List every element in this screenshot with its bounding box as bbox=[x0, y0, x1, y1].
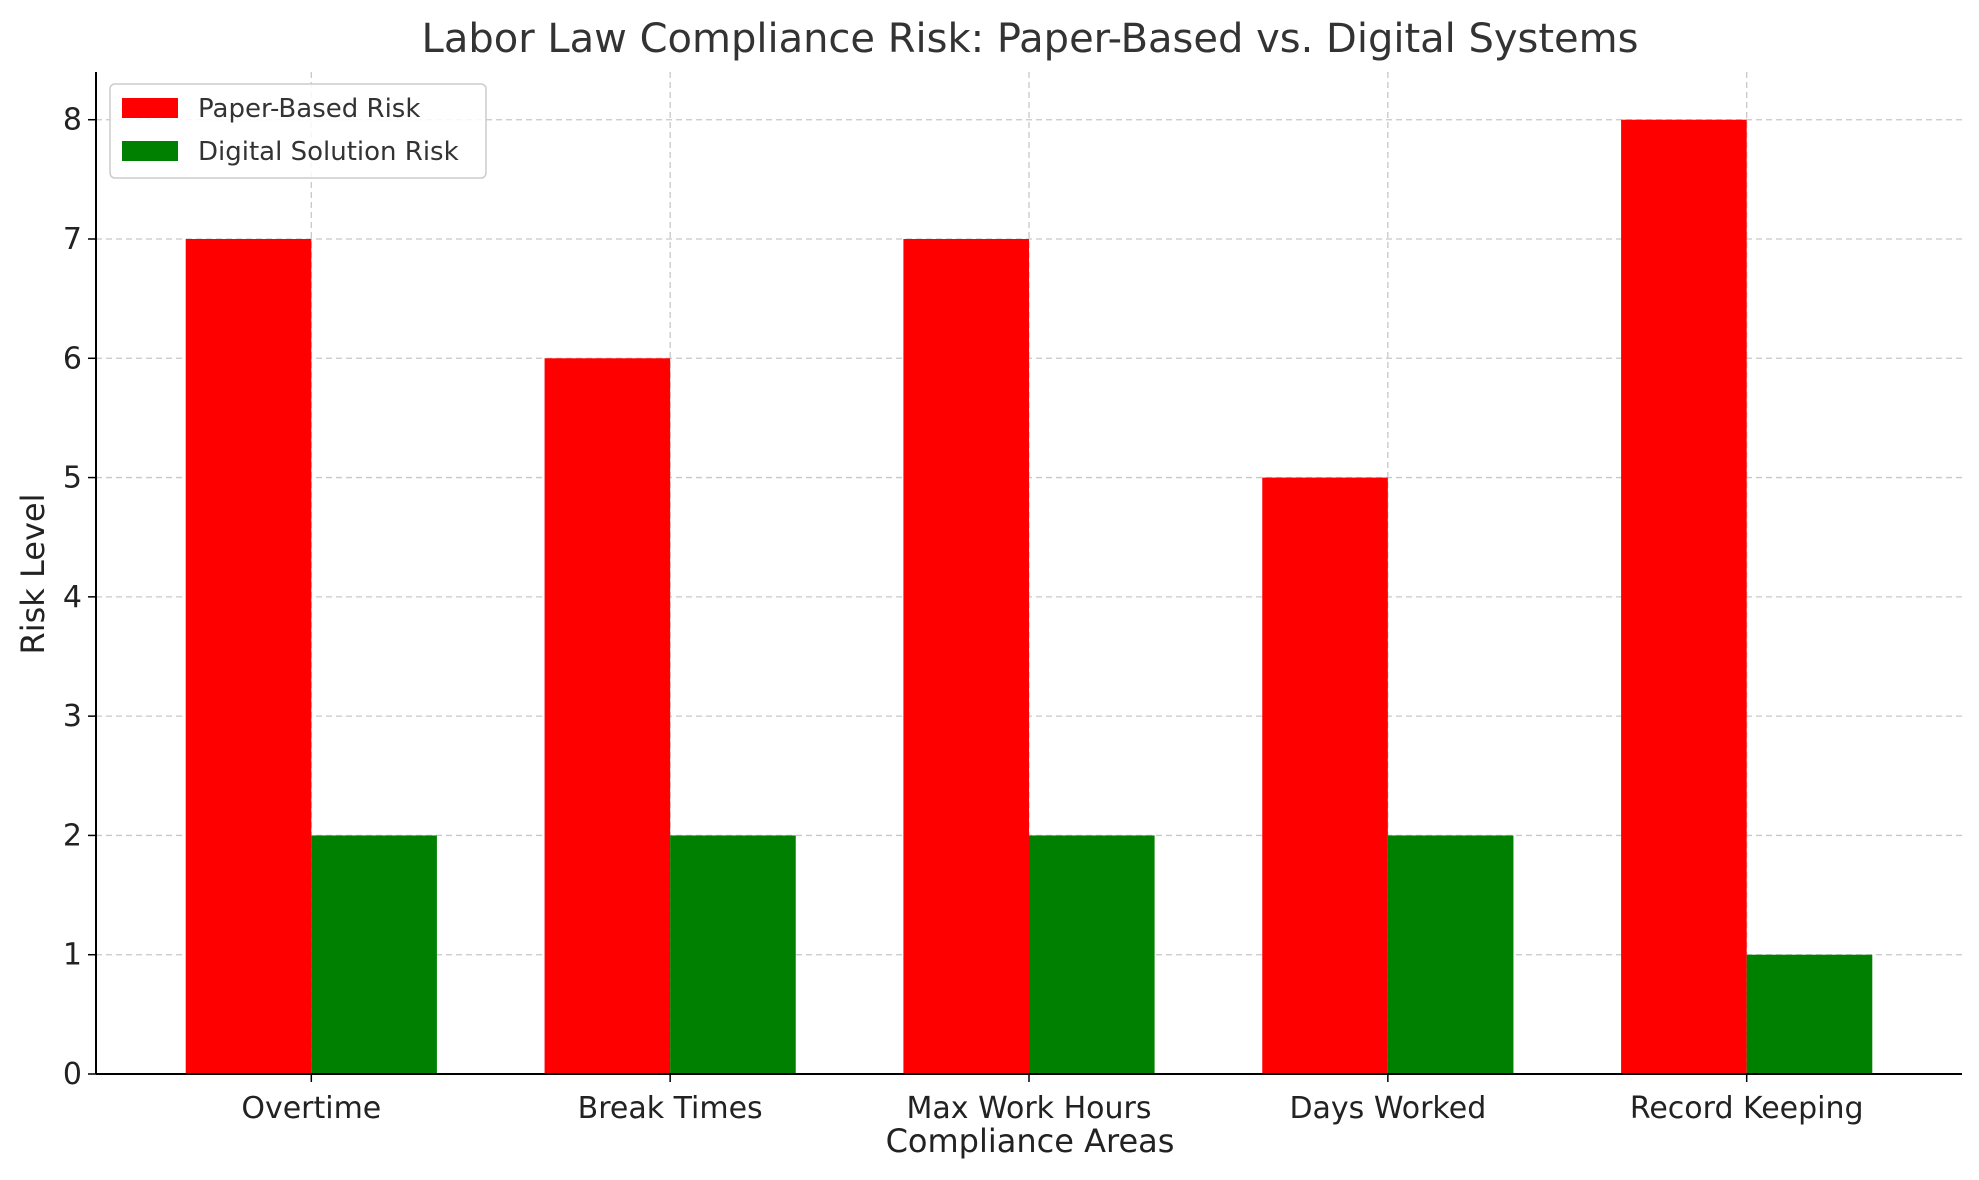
bar-digital-solution-overtime bbox=[311, 835, 437, 1074]
bar-digital-solution-break-times bbox=[670, 835, 796, 1074]
bar-paper-based-record-keeping bbox=[1621, 119, 1747, 1074]
y-tick-label: 1 bbox=[63, 938, 82, 973]
bar-paper-based-break-times bbox=[544, 358, 671, 1074]
bar-digital-solution-days-worked bbox=[1387, 835, 1514, 1074]
y-tick-label: 0 bbox=[63, 1057, 82, 1092]
y-tick-label: 4 bbox=[63, 580, 82, 615]
y-tick-label: 2 bbox=[63, 818, 82, 853]
legend-swatch bbox=[122, 98, 178, 118]
x-axis-label: Compliance Areas bbox=[886, 1122, 1175, 1160]
y-tick-label: 6 bbox=[63, 341, 82, 376]
bar-digital-solution-max-work-hours bbox=[1029, 835, 1155, 1074]
bar-paper-based-max-work-hours bbox=[903, 239, 1029, 1074]
axes bbox=[88, 72, 1962, 1082]
x-tick-label: Max Work Hours bbox=[907, 1091, 1152, 1126]
y-tick-label: 7 bbox=[63, 222, 82, 257]
legend-label: Paper-Based Risk bbox=[198, 94, 420, 124]
bar-paper-based-days-worked bbox=[1262, 477, 1388, 1075]
legend-swatch bbox=[122, 141, 178, 161]
y-tick-label: 5 bbox=[63, 461, 82, 496]
y-axis-label: Risk Level bbox=[14, 494, 52, 655]
x-tick-label: Record Keeping bbox=[1630, 1091, 1864, 1126]
legend-label: Digital Solution Risk bbox=[198, 137, 459, 167]
bar-paper-based-overtime bbox=[185, 239, 312, 1074]
legend: Paper-Based Risk Digital Solution Risk bbox=[109, 83, 487, 179]
bars bbox=[185, 119, 1873, 1075]
x-tick-label: Days Worked bbox=[1289, 1091, 1486, 1126]
legend-box bbox=[109, 83, 487, 179]
chart-title: Labor Law Compliance Risk: Paper-Based v… bbox=[422, 16, 1639, 62]
x-tick-label: Break Times bbox=[578, 1091, 763, 1126]
x-tick-label: Overtime bbox=[241, 1091, 381, 1126]
bar-digital-solution-record-keeping bbox=[1746, 954, 1873, 1074]
y-tick-label: 8 bbox=[63, 103, 82, 138]
tick-labels: 0 1 2 3 4 5 6 7 8 Overtime Break Times Max Work Hou… bbox=[63, 103, 1864, 1126]
y-tick-label: 3 bbox=[63, 699, 82, 734]
